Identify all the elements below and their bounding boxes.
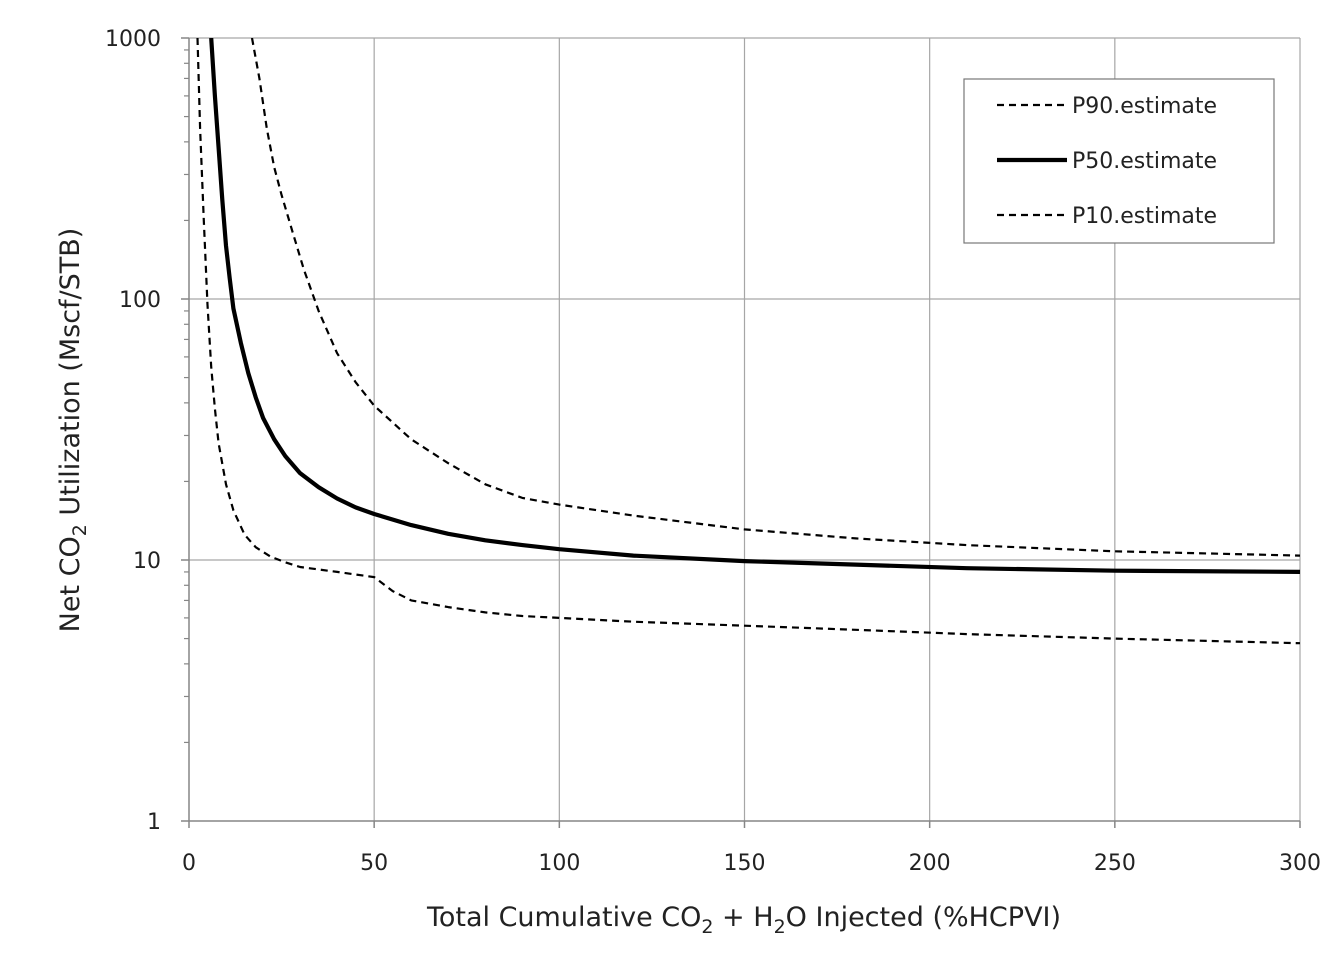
y-tick-label: 1 — [147, 810, 161, 835]
x-tick-label: 0 — [182, 851, 196, 876]
series-line-p10-estimate — [196, 38, 1300, 645]
y-tick-label: 10 — [133, 549, 161, 574]
series-line-p90-estimate — [250, 38, 1300, 557]
tick-labels: 0 50 100 150 200 250 300 1 10 100 1000 — [105, 27, 1321, 876]
y-tick-label: 100 — [119, 288, 161, 313]
legend-label: P10.estimate — [1072, 204, 1217, 229]
x-tick-label: 250 — [1094, 851, 1136, 876]
x-tick-label: 150 — [724, 851, 766, 876]
x-tick-label: 100 — [538, 851, 580, 876]
y-tick-label: 1000 — [105, 27, 161, 52]
grid — [189, 37, 1301, 821]
x-tick-label: 50 — [360, 851, 388, 876]
legend-label: P90.estimate — [1072, 94, 1217, 119]
x-tick-label: 300 — [1279, 851, 1321, 876]
x-tick-label: 200 — [909, 851, 951, 876]
legend-label: P50.estimate — [1072, 149, 1217, 174]
x-axis-label: Total Cumulative CO2 + H2O Injected (%HC… — [426, 902, 1061, 938]
axes — [181, 37, 1301, 828]
series-layer — [196, 38, 1300, 645]
y-axis-label: Net CO2 Utilization (Mscf/STB) — [55, 228, 91, 633]
series-line-p50-estimate — [209, 38, 1300, 574]
legend: P90.estimate P50.estimate P10.estimate — [963, 78, 1275, 244]
